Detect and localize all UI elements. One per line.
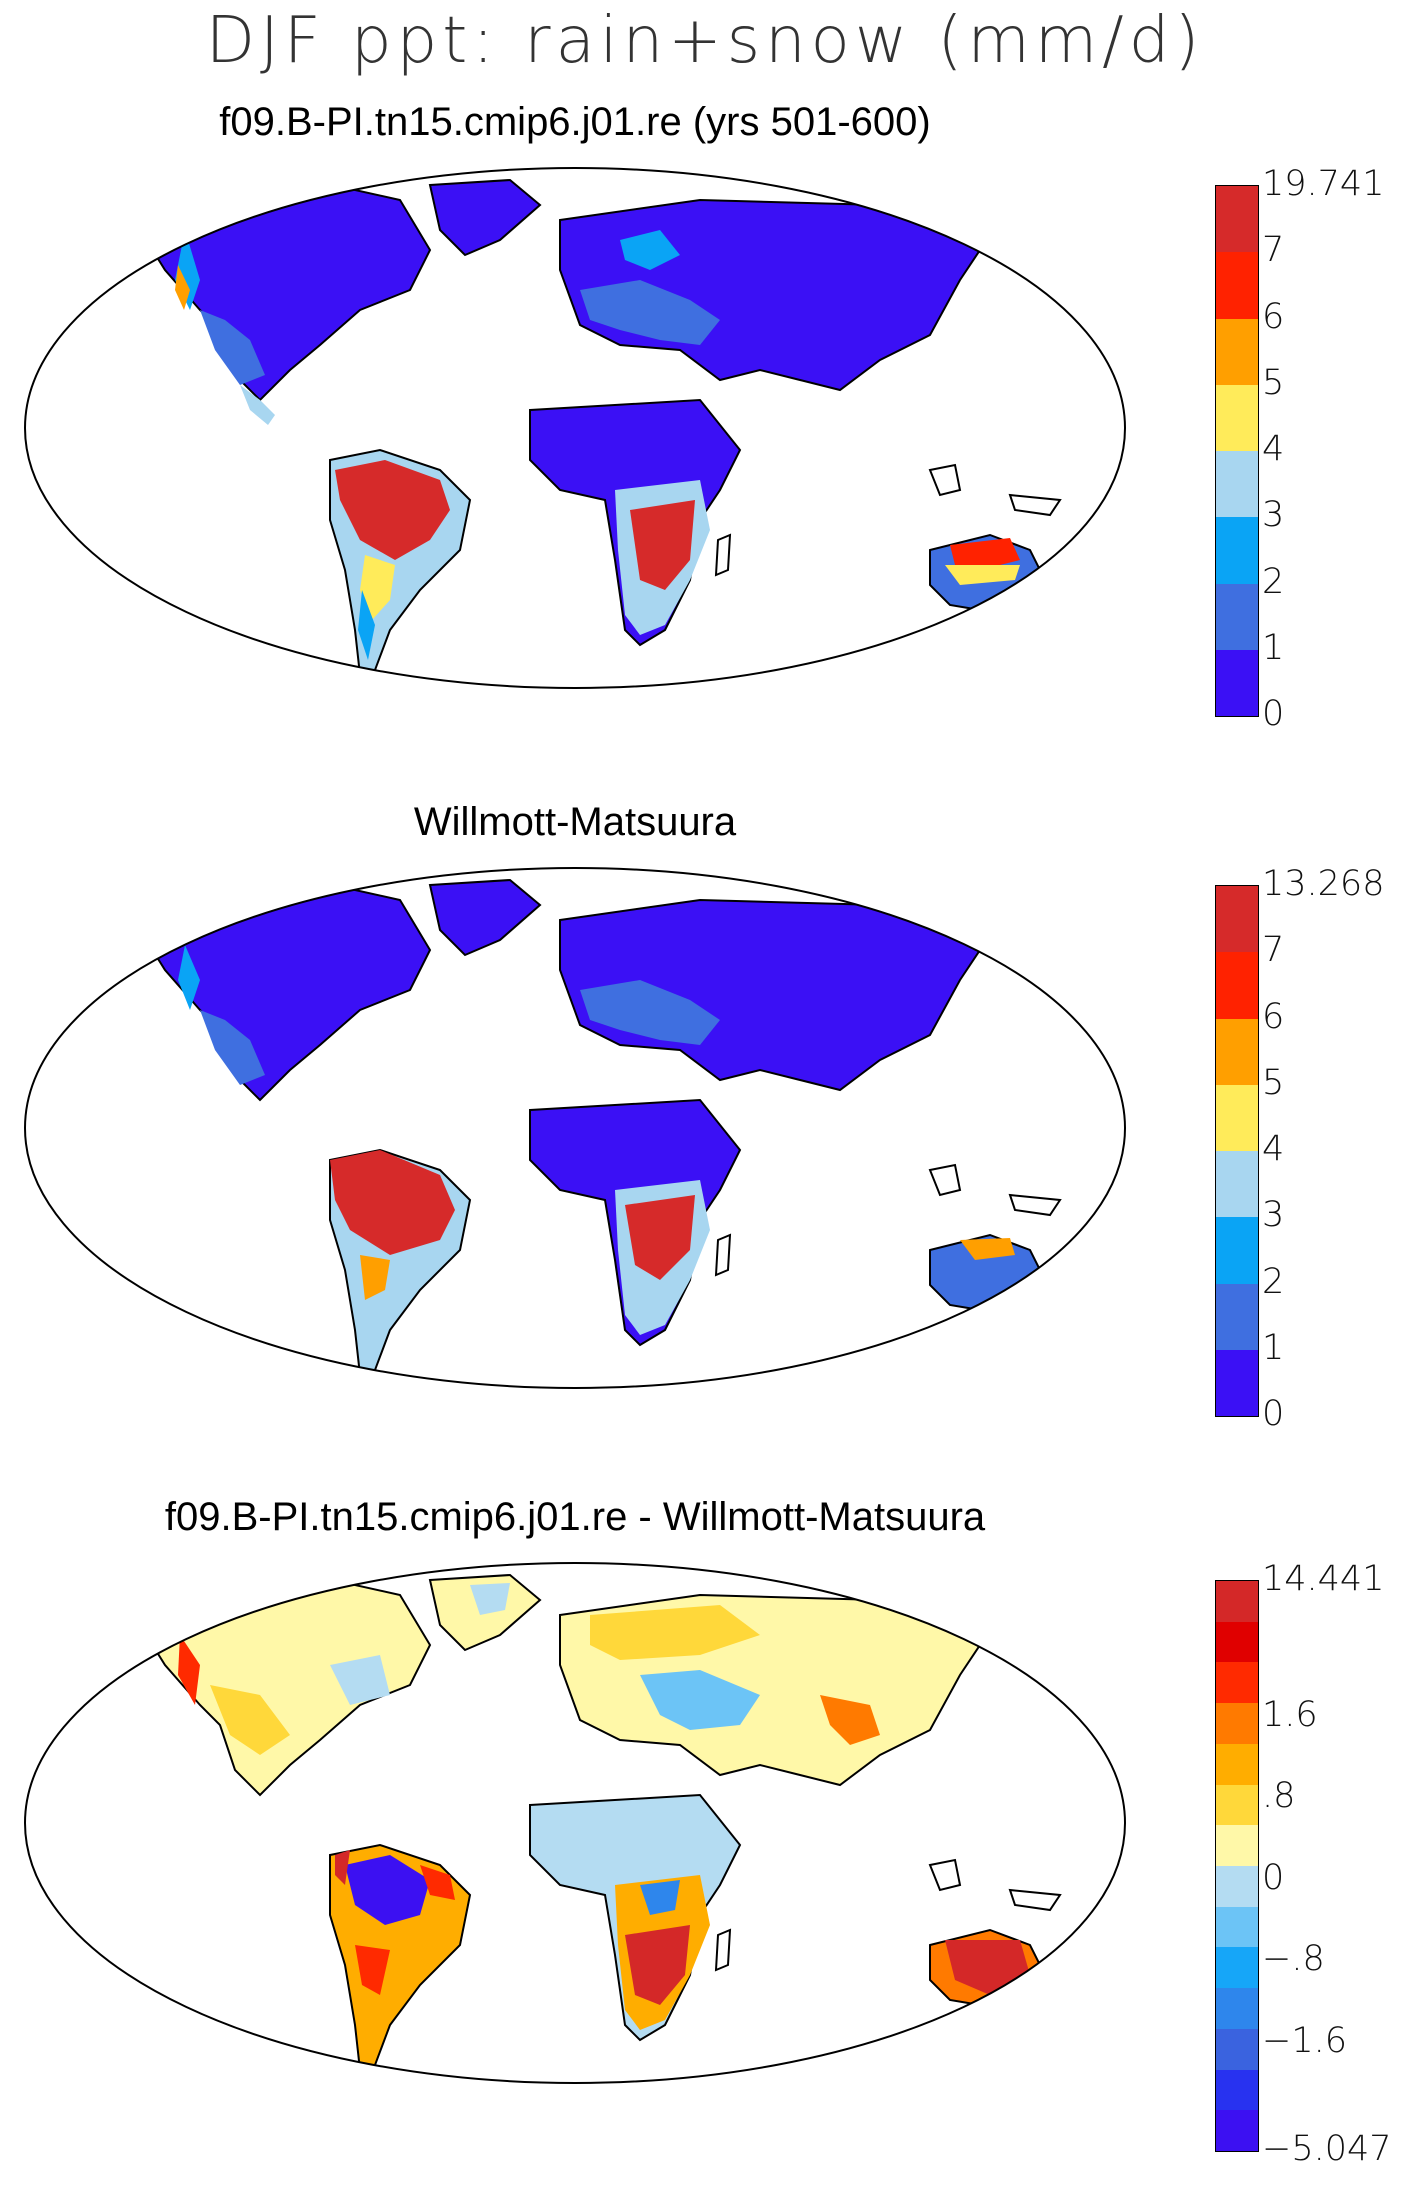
colorbar-swatch (1216, 451, 1258, 518)
colorbar-tick-label: 14.441 (1262, 1559, 1385, 1599)
colorbar-swatch (1216, 1151, 1258, 1218)
colorbar-swatch (1216, 2110, 1258, 2152)
colorbar-swatch (1216, 583, 1258, 650)
panel-title-model: f09.B-PI.tn15.cmip6.j01.re (yrs 501-600) (219, 100, 931, 144)
colorbar-swatch (1216, 1947, 1258, 1989)
colorbar-tick-label: −.8 (1262, 1939, 1325, 1980)
map-panel-model: f09.B-PI.tn15.cmip6.j01.re (yrs 501-600) (0, 100, 1410, 790)
colorbar-tick-label: 3 (1262, 1195, 1285, 1236)
colorbar-tick-label: 6 (1262, 996, 1285, 1037)
colorbar-swatch (1216, 1743, 1258, 1785)
colorbar-tick-label: 3 (1262, 495, 1285, 536)
colorbar-tick-label: 1 (1262, 627, 1285, 668)
colorbar-swatch (1216, 1662, 1258, 1704)
colorbar-swatch (1216, 1581, 1258, 1622)
colorbar-difference (1215, 1580, 1259, 2152)
world-map-observed (24, 867, 1126, 1389)
colorbar-swatch (1216, 1825, 1258, 1867)
map-panel-difference: f09.B-PI.tn15.cmip6.j01.re - Willmott-Ma… (0, 1495, 1410, 2185)
colorbar-swatch (1216, 649, 1258, 716)
colorbar-tick-label: .8 (1262, 1776, 1296, 1817)
colorbar-swatch (1216, 886, 1258, 953)
colorbar-tick-label: 13.268 (1262, 864, 1385, 904)
colorbar-swatch (1216, 1621, 1258, 1663)
colorbar-tick-label: 19.741 (1262, 164, 1385, 204)
colorbar-tick-label: 4 (1262, 429, 1285, 469)
colorbar-tick-label: 4 (1262, 1129, 1285, 1169)
world-map-difference (24, 1562, 1126, 2084)
colorbar-tick-label: 5 (1262, 1062, 1285, 1103)
colorbar-swatch (1216, 186, 1258, 253)
colorbar-swatch (1216, 318, 1258, 385)
world-map-model (24, 167, 1126, 689)
colorbar-tick-label: 5 (1262, 362, 1285, 403)
colorbar-tick-label: 1.6 (1262, 1694, 1318, 1735)
colorbar-swatch (1216, 1084, 1258, 1151)
colorbar-swatch (1216, 1217, 1258, 1284)
colorbar-tick-label: 7 (1262, 930, 1285, 971)
colorbar-tick-label: 0 (1262, 694, 1285, 734)
colorbar-swatch (1216, 952, 1258, 1019)
colorbar-swatch (1216, 1283, 1258, 1350)
colorbar-swatch (1216, 1784, 1258, 1826)
colorbar-swatch (1216, 384, 1258, 451)
colorbar-tick-label: 0 (1262, 1394, 1285, 1434)
colorbar-tick-label: 6 (1262, 296, 1285, 337)
colorbar-model (1215, 185, 1259, 717)
colorbar-tick-label: 7 (1262, 230, 1285, 271)
colorbar-tick-label: −5.047 (1262, 2129, 1392, 2169)
colorbar-tick-label: 2 (1262, 561, 1285, 602)
panel-title-observed: Willmott-Matsuura (413, 800, 737, 844)
colorbar-observed (1215, 885, 1259, 1417)
colorbar-tick-label: 0 (1262, 1857, 1285, 1898)
colorbar-swatch (1216, 2069, 1258, 2111)
figure-title: DJF ppt: rain+snow (mm/d) (205, 4, 1205, 78)
colorbar-swatch (1216, 1018, 1258, 1085)
map-panel-observed: Willmott-Matsuura 13.268 7 6 5 4 3 2 1 0 (0, 800, 1410, 1490)
panel-title-difference: f09.B-PI.tn15.cmip6.j01.re - Willmott-Ma… (164, 1495, 986, 1539)
colorbar-swatch (1216, 1988, 1258, 2029)
colorbar-swatch (1216, 1349, 1258, 1416)
colorbar-swatch (1216, 1866, 1258, 1907)
colorbar-tick-label: 2 (1262, 1261, 1285, 1302)
colorbar-swatch (1216, 252, 1258, 319)
colorbar-swatch (1216, 1906, 1258, 1948)
colorbar-swatch (1216, 2028, 1258, 2070)
colorbar-swatch (1216, 517, 1258, 584)
colorbar-swatch (1216, 1703, 1258, 1744)
colorbar-tick-label: 1 (1262, 1327, 1285, 1368)
colorbar-tick-label: −1.6 (1262, 2020, 1347, 2061)
